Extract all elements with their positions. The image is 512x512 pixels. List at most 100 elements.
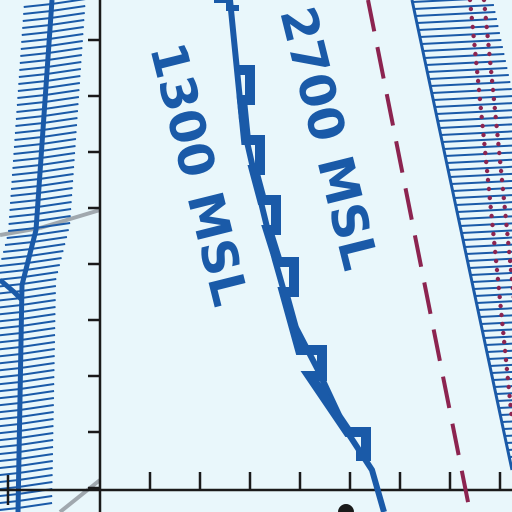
boundary-dot xyxy=(482,141,487,147)
boundary-dot xyxy=(484,24,489,30)
hatch-tick xyxy=(0,374,21,379)
boundary-dot xyxy=(475,69,480,75)
boundary-dot xyxy=(493,258,499,264)
boundary-dot xyxy=(481,132,486,138)
hatch-tick xyxy=(0,451,20,456)
left-airspace-boundary xyxy=(0,0,55,512)
hatch-tick xyxy=(50,19,85,26)
hatch-tick xyxy=(18,453,54,460)
hatch-tick xyxy=(430,81,511,87)
boundary-dot xyxy=(502,339,507,345)
hatch-tick xyxy=(19,59,48,64)
hatch-tick xyxy=(18,495,53,502)
hatch-tick xyxy=(13,143,43,148)
hatch-tick xyxy=(0,479,19,483)
boundary-dot xyxy=(501,330,506,336)
hatch-tick xyxy=(14,136,43,141)
hatch-tick xyxy=(4,241,34,246)
hatch-tick xyxy=(0,304,22,309)
hatch-tick xyxy=(428,74,509,80)
hatch-tick xyxy=(0,325,22,330)
hatch-tick xyxy=(0,472,19,477)
hatch-tick xyxy=(19,411,54,418)
hatch-tick xyxy=(20,383,55,390)
hatch-tick xyxy=(489,363,512,367)
hatch-tick xyxy=(18,474,53,481)
hatch-tick xyxy=(0,311,22,316)
hatch-tick xyxy=(19,397,55,404)
hatch-tick xyxy=(0,318,22,323)
hatch-tick xyxy=(47,54,82,61)
boundary-dot xyxy=(505,375,510,381)
hatch-tick xyxy=(36,208,72,215)
boundary-dot xyxy=(497,294,502,300)
hatch-tick xyxy=(495,392,512,395)
hatch-tick xyxy=(40,159,75,166)
hatch-tick xyxy=(48,40,83,47)
hatch-tick xyxy=(22,24,51,29)
hatch-tick xyxy=(37,201,72,208)
boundary-dot xyxy=(486,42,491,48)
hatch-tick xyxy=(18,460,53,467)
hatch-tick xyxy=(488,356,512,360)
hatch-tick xyxy=(470,271,512,276)
hatch-tick xyxy=(21,299,56,306)
hatch-tick xyxy=(20,376,55,383)
hatch-tick xyxy=(51,5,86,12)
boundary-dot xyxy=(468,6,474,12)
boundary-dot xyxy=(498,159,503,165)
boundary-dot xyxy=(480,123,485,129)
hatch-tick xyxy=(485,342,512,346)
hatch-tick xyxy=(19,404,54,411)
hatch-tick xyxy=(42,124,78,131)
hatch-tick xyxy=(434,102,512,108)
hatch-tick xyxy=(0,416,20,421)
hatch-tick xyxy=(19,432,54,439)
hatch-tick xyxy=(497,399,512,402)
boundary-dot xyxy=(499,312,504,318)
hatch-tick xyxy=(442,137,512,143)
hatch-tick xyxy=(14,129,44,134)
hatch-tick xyxy=(39,173,74,180)
hatch-tick xyxy=(0,332,22,337)
boundary-dot xyxy=(505,231,510,237)
hatch-tick xyxy=(458,215,512,220)
boundary-dot xyxy=(482,6,488,12)
boundary-dot xyxy=(493,114,498,120)
hatch-tick xyxy=(49,26,84,33)
hatch-tick xyxy=(6,234,35,239)
boundary-dot xyxy=(488,204,493,210)
hatch-tick xyxy=(17,94,46,99)
hatch-tick xyxy=(25,264,60,271)
boundary-dot xyxy=(483,150,488,156)
boundary-dot xyxy=(496,285,501,291)
hatch-tick xyxy=(20,348,55,355)
hatch-tick xyxy=(449,172,512,178)
hatch-tick xyxy=(10,192,39,197)
hatch-tick xyxy=(482,328,512,332)
boundary-dot xyxy=(509,411,512,417)
hatch-tick xyxy=(17,87,46,92)
hatch-tick xyxy=(16,108,45,113)
hatch-tick xyxy=(45,89,80,96)
right-airspace-boundary xyxy=(410,0,512,471)
hatch-tick xyxy=(0,458,20,463)
boundary-dot xyxy=(490,222,495,228)
hatch-tick xyxy=(0,402,21,407)
hatch-tick xyxy=(477,307,512,311)
hatch-tick xyxy=(23,3,52,8)
hatch-tick xyxy=(422,46,503,52)
hatch-tick xyxy=(20,355,55,362)
boundary-dot xyxy=(472,42,477,48)
hatch-tick xyxy=(38,187,73,194)
hatch-tick xyxy=(1,255,30,260)
hatch-tick xyxy=(20,341,56,348)
hatch-tick xyxy=(43,117,78,124)
boundary-dot xyxy=(489,78,495,84)
boundary-dot xyxy=(499,177,505,183)
boundary-dot xyxy=(485,33,490,39)
hatch-tick xyxy=(16,101,46,106)
boundary-dot xyxy=(478,105,483,111)
